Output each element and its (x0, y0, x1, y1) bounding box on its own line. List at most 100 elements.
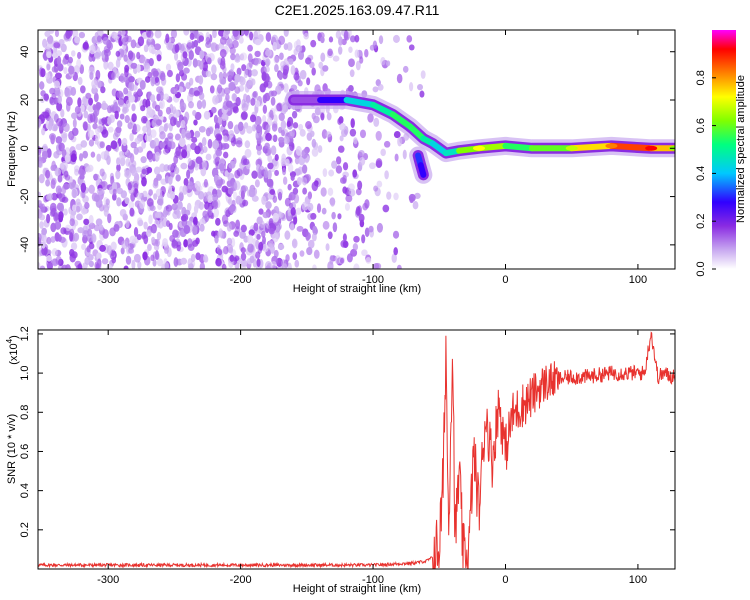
noise-speckle (177, 61, 184, 72)
noise-speckle (130, 39, 137, 49)
noise-speckle (228, 205, 236, 213)
noise-speckle (292, 239, 297, 247)
noise-speckle (58, 142, 65, 152)
noise-speckle (51, 177, 57, 186)
noise-speckle (89, 44, 96, 55)
noise-speckle (223, 246, 229, 255)
noise-speckle (148, 44, 155, 54)
spectrogram-frame (37, 29, 676, 270)
noise-speckle (198, 35, 205, 42)
noise-speckle (139, 199, 146, 209)
noise-speckle (213, 199, 219, 210)
noise-speckle (175, 174, 181, 182)
noise-speckle (312, 264, 317, 269)
noise-speckle (262, 115, 267, 123)
noise-speckle (180, 119, 186, 129)
noise-speckle (154, 250, 159, 261)
noise-speckle (57, 174, 63, 183)
noise-speckle (74, 168, 80, 176)
spectrogram-x-label: Height of straight line (km) (293, 283, 421, 295)
noise-speckle (367, 113, 374, 123)
noise-speckle (148, 153, 153, 163)
noise-speckle (314, 107, 321, 116)
noise-speckle (219, 49, 227, 58)
noise-speckle (131, 169, 138, 177)
noise-speckle (83, 110, 89, 119)
noise-speckle (137, 36, 145, 47)
noise-speckle (282, 176, 288, 185)
y-tick-label: -40 (19, 237, 31, 253)
noise-speckle (325, 243, 330, 251)
noise-speckle (332, 222, 338, 233)
noise-speckle (249, 114, 257, 123)
noise-speckle (127, 247, 135, 254)
noise-speckle (120, 190, 128, 199)
noise-speckle (85, 92, 92, 99)
y-tick-label: 40 (19, 46, 31, 58)
noise-speckle (305, 231, 310, 242)
noise-speckle (81, 243, 87, 250)
noise-speckle (175, 73, 181, 83)
noise-speckle (262, 243, 269, 253)
y-tick-label: 20 (19, 94, 31, 106)
noise-speckle (295, 207, 302, 215)
noise-speckle (82, 150, 89, 159)
noise-speckle (179, 102, 187, 112)
noise-speckle (42, 38, 48, 48)
noise-speckle (92, 173, 100, 180)
noise-speckle (131, 113, 137, 123)
noise-speckle (380, 57, 386, 66)
noise-speckle (258, 165, 265, 175)
noise-speckle (212, 139, 220, 150)
noise-speckle (348, 46, 353, 53)
signal-track-segment (370, 101, 396, 118)
noise-speckle (352, 243, 359, 251)
noise-speckle (154, 76, 160, 83)
noise-speckle (134, 137, 141, 145)
noise-speckle (133, 146, 139, 155)
noise-speckle (313, 249, 320, 259)
noise-speckle (179, 69, 185, 77)
noise-speckle (154, 151, 161, 162)
noise-speckle (397, 136, 403, 147)
noise-speckle (318, 61, 324, 69)
noise-speckle (99, 141, 105, 149)
noise-speckle (227, 198, 232, 205)
noise-speckle (179, 185, 184, 194)
noise-speckle (60, 132, 68, 139)
noise-speckle (38, 191, 42, 198)
noise-speckle (95, 263, 100, 269)
noise-speckle (270, 90, 278, 97)
noise-speckle (320, 36, 325, 44)
noise-speckle (96, 188, 104, 196)
noise-speckle (203, 179, 208, 188)
noise-speckle (372, 40, 378, 49)
noise-speckle (402, 149, 407, 160)
noise-speckle (107, 126, 114, 133)
noise-speckle (244, 140, 251, 149)
noise-speckle (91, 79, 98, 89)
noise-speckle (264, 142, 270, 149)
noise-speckle (337, 145, 345, 153)
noise-speckle (183, 224, 191, 234)
noise-speckle (283, 136, 290, 145)
signal-track-segment (568, 142, 615, 152)
noise-speckle (317, 145, 323, 153)
noise-speckle (81, 208, 88, 215)
noise-speckle (176, 209, 181, 219)
snr-frame (37, 329, 676, 570)
noise-speckle (101, 180, 108, 191)
noise-speckle (71, 112, 78, 120)
noise-speckle (266, 80, 273, 89)
noise-speckle (182, 184, 188, 195)
noise-speckle (322, 220, 330, 230)
noise-speckle (203, 254, 208, 263)
noise-speckle (98, 203, 105, 212)
noise-speckle (248, 229, 255, 236)
noise-speckle (339, 257, 345, 264)
noise-speckle (149, 226, 157, 234)
noise-speckle (219, 163, 225, 172)
noise-speckle (228, 81, 236, 92)
noise-speckle (60, 43, 67, 53)
noise-speckle (103, 207, 109, 217)
